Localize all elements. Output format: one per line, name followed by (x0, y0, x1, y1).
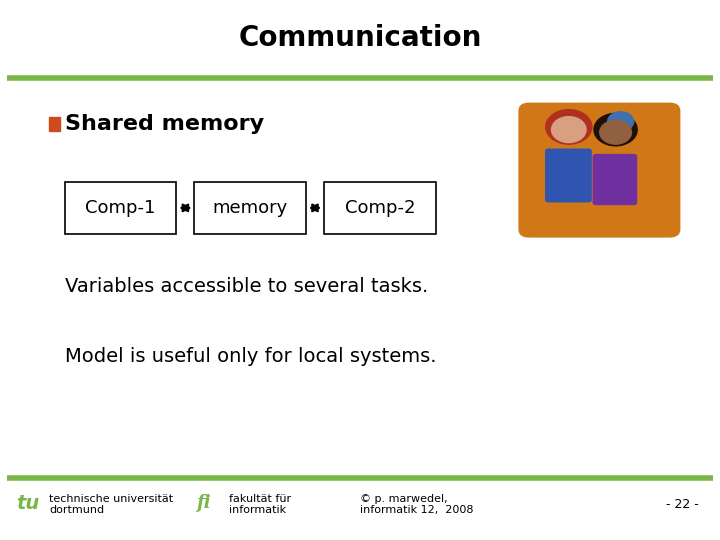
Text: informatik: informatik (229, 505, 286, 515)
Text: Communication: Communication (238, 24, 482, 52)
Bar (324, 183, 436, 233)
Text: Variables accessible to several tasks.: Variables accessible to several tasks. (65, 276, 428, 296)
Circle shape (552, 117, 586, 143)
FancyBboxPatch shape (518, 103, 680, 238)
Circle shape (600, 120, 631, 144)
Text: memory: memory (212, 199, 288, 217)
FancyBboxPatch shape (545, 148, 592, 202)
Bar (194, 183, 306, 233)
Text: fi: fi (196, 494, 210, 512)
Circle shape (546, 110, 592, 144)
Text: Model is useful only for local systems.: Model is useful only for local systems. (65, 347, 436, 366)
Text: technische universität: technische universität (49, 494, 173, 504)
Bar (49, 117, 60, 131)
Text: Comp-2: Comp-2 (345, 199, 415, 217)
Text: tu: tu (16, 494, 39, 513)
Text: fakultät für: fakultät für (229, 494, 291, 504)
Circle shape (608, 112, 634, 131)
Text: dortmund: dortmund (49, 505, 104, 515)
Text: Shared memory: Shared memory (65, 114, 264, 134)
Text: Comp-1: Comp-1 (86, 199, 156, 217)
Text: - 22 -: - 22 - (666, 498, 698, 511)
Circle shape (594, 113, 637, 146)
Text: © p. marwedel,: © p. marwedel, (360, 494, 448, 504)
Bar (65, 183, 176, 233)
Text: informatik 12,  2008: informatik 12, 2008 (360, 505, 474, 515)
FancyBboxPatch shape (593, 154, 637, 205)
